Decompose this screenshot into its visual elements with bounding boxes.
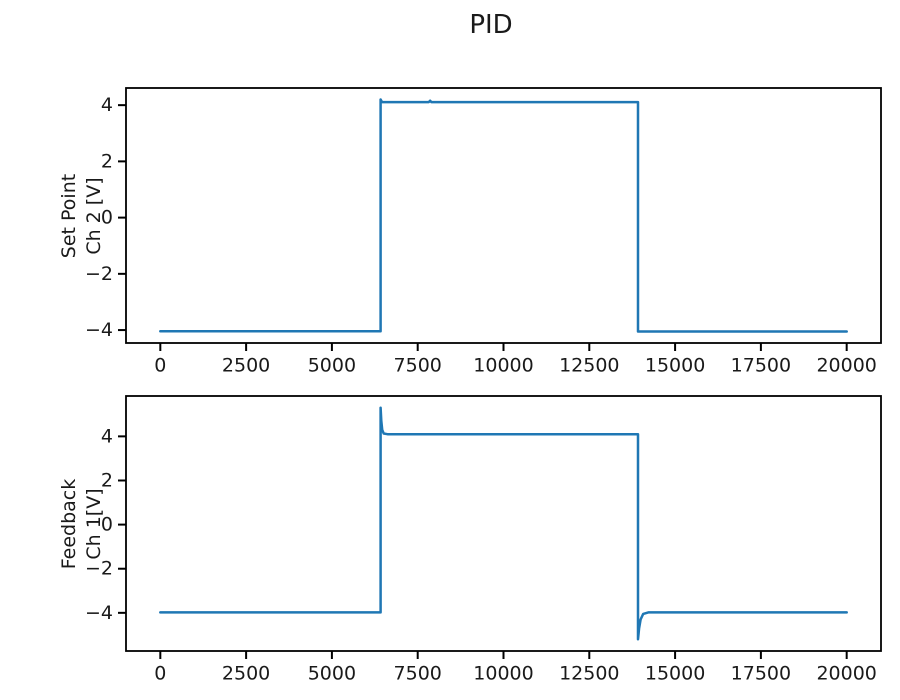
y-tick-label: 0 xyxy=(101,207,113,229)
series-line-feedback xyxy=(159,406,848,641)
y-tick-label: −2 xyxy=(85,263,113,285)
x-tick-label: 15000 xyxy=(645,663,705,685)
y-tick-label: −2 xyxy=(85,558,113,580)
x-tick-label: 12500 xyxy=(559,663,619,685)
x-tick-label: 17500 xyxy=(731,663,791,685)
x-tick-label: 12500 xyxy=(559,355,619,377)
x-tick-label: 2500 xyxy=(222,355,270,377)
x-tick-label: 10000 xyxy=(473,355,533,377)
y-tick-label: 0 xyxy=(101,514,113,536)
y-tick-label: 4 xyxy=(101,94,113,116)
y-tick-label: 2 xyxy=(101,150,113,172)
x-tick-label: 10000 xyxy=(473,663,533,685)
x-tick-label: 7500 xyxy=(394,663,442,685)
x-tick-label: 20000 xyxy=(816,355,876,377)
x-tick-label: 0 xyxy=(154,663,166,685)
x-tick-label: 15000 xyxy=(645,355,705,377)
y-tick-label: 4 xyxy=(101,425,113,447)
plot-0-spines xyxy=(125,87,882,344)
figure-title: PID xyxy=(469,10,513,40)
x-tick-label: 2500 xyxy=(222,663,270,685)
x-tick-label: 7500 xyxy=(394,355,442,377)
y-tick-label: 2 xyxy=(101,469,113,491)
series-line-set-point xyxy=(159,98,848,333)
x-tick-label: 5000 xyxy=(308,355,356,377)
x-tick-label: 20000 xyxy=(816,663,876,685)
x-tick-label: 0 xyxy=(154,355,166,377)
y-tick-label: −4 xyxy=(85,319,113,341)
x-tick-label: 17500 xyxy=(731,355,791,377)
y-tick-label: −4 xyxy=(85,602,113,624)
x-tick-label: 5000 xyxy=(308,663,356,685)
